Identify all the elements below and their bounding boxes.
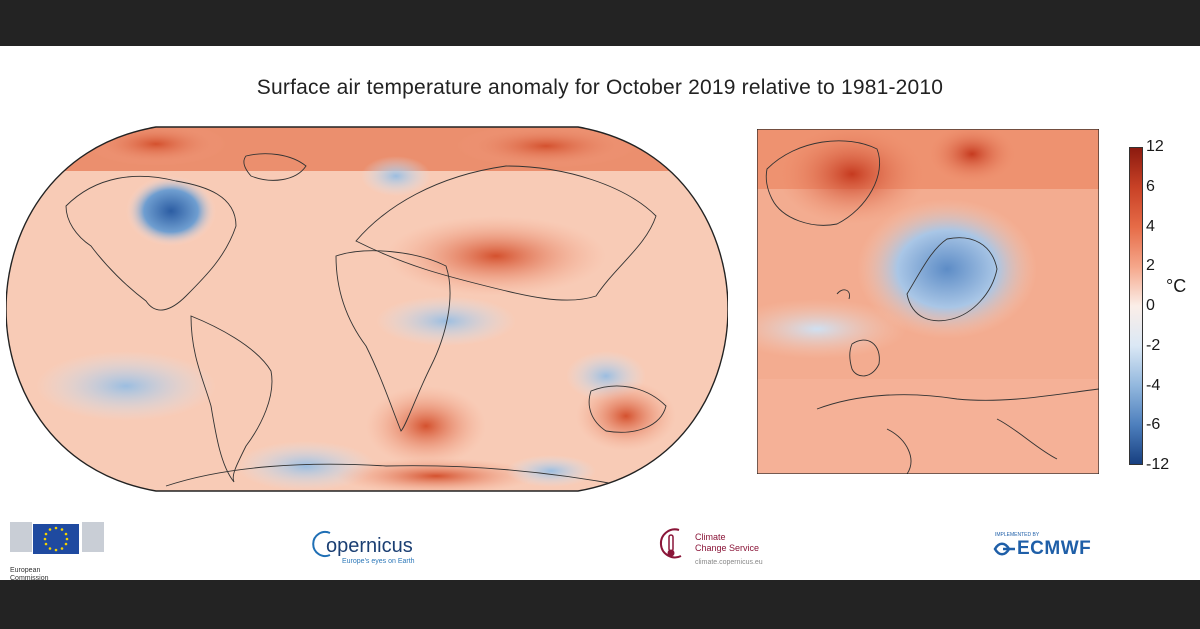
c3s-line-2: Change Service (695, 543, 760, 553)
ecmwf-top: IMPLEMENTED BY (995, 532, 1040, 538)
copernicus-logo: opernicus Europe's eyes on Earth (312, 529, 432, 569)
european-commission-logo: European Commission (10, 516, 105, 582)
ec-label-2: Commission (10, 575, 49, 582)
ec-emblem-icon (10, 522, 104, 554)
colorbar-tick-label: 4 (1146, 217, 1155, 235)
thermometer-icon (659, 528, 682, 559)
c3s-logo: Climate Change Service climate.copernicu… (655, 526, 785, 572)
copernicus-name: opernicus (326, 535, 413, 557)
colorbar-unit: °C (1166, 276, 1187, 296)
ecmwf-logo: IMPLEMENTED BY ECMWF (993, 532, 1113, 566)
colorbar (1129, 147, 1143, 465)
world-anomaly-map (6, 126, 728, 492)
figure-title: Surface air temperature anomaly for Octo… (256, 76, 944, 99)
c3s-line-1: Climate (695, 532, 726, 542)
colorbar-tick-label: 0 (1146, 297, 1155, 314)
colorbar-tick-label: -4 (1146, 376, 1161, 394)
copernicus-arc-icon (312, 531, 331, 557)
colorbar-tick-label: -6 (1146, 416, 1161, 434)
c3s-url: climate.copernicus.eu (695, 559, 763, 566)
colorbar-tick-label: -12 (1146, 456, 1170, 473)
figure-panel: Surface air temperature anomaly for Octo… (0, 46, 1200, 582)
copernicus-tagline: Europe's eyes on Earth (342, 558, 415, 565)
ec-label-1: European (10, 567, 41, 574)
colorbar-tick-label: -2 (1146, 336, 1161, 354)
europe-anomaly-map (757, 129, 1099, 474)
ecmwf-name: ECMWF (1017, 538, 1092, 559)
colorbar-tick-label: 12 (1146, 138, 1164, 155)
ecmwf-wave-icon (993, 542, 1015, 556)
colorbar-tick-label: 2 (1146, 257, 1155, 275)
colorbar-tick-label: 6 (1146, 177, 1155, 195)
